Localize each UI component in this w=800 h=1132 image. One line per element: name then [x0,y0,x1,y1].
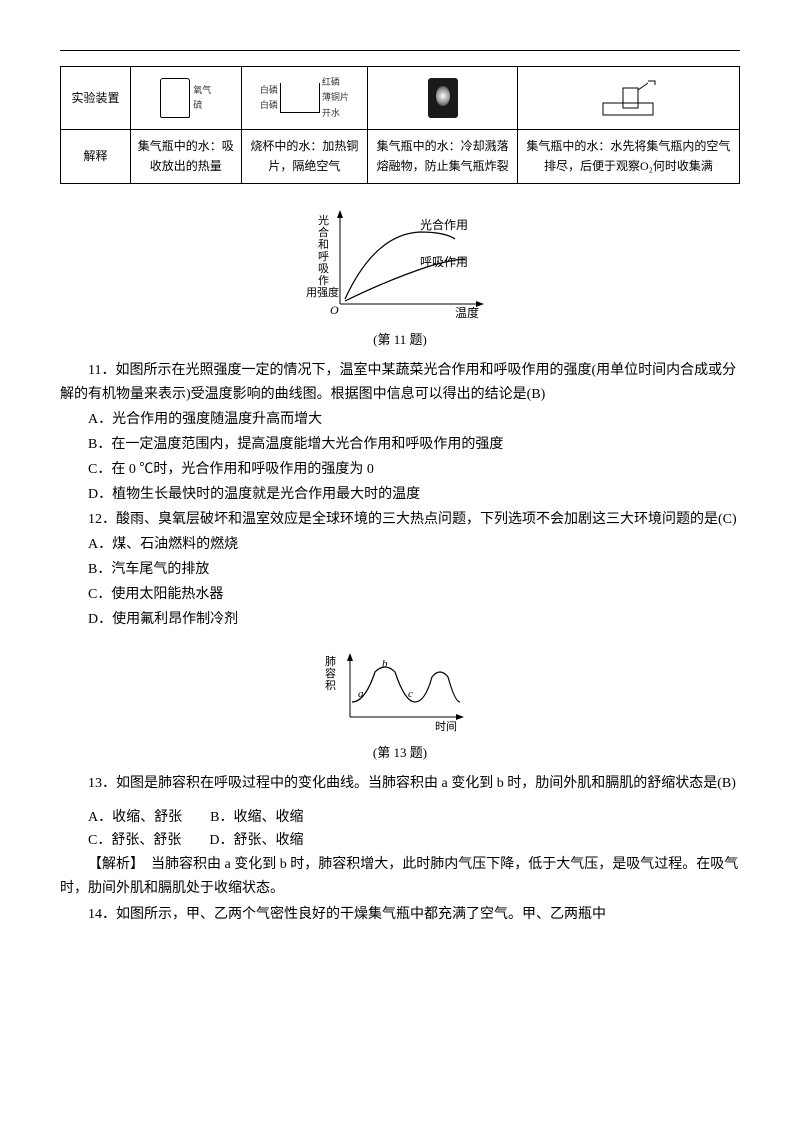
table-row-images: 实验装置 氧气 硫 白磷 白磷 红磷 薄铜片 开水 [61,67,740,130]
explain-cell-3: 集气瓶中的水：冷却溅落熔融物，防止集气瓶炸裂 [368,130,518,184]
table-row-explain: 解释 集气瓶中的水：吸收放出的热量 烧杯中的水：加热铜片，隔绝空气 集气瓶中的水… [61,130,740,184]
beaker-diagram: 白磷 白磷 红磷 薄铜片 开水 [246,73,364,123]
q11-opt-b: B．在一定温度范围内，提高温度能增大光合作用和呼吸作用的强度 [60,433,740,457]
device-cell-2: 白磷 白磷 红磷 薄铜片 开水 [241,67,368,130]
explain-cell-4: 集气瓶中的水：水先将集气瓶内的空气排尽，后便于观察O₂何时收集满 [517,130,739,184]
graph-13-svg: 肺 容 积 a b c 时间 [320,647,480,737]
water-collection-diagram [522,73,735,123]
label-white-p-bottom: 白磷 [260,100,278,110]
explain-cell-2: 烧杯中的水：加热铜片，隔绝空气 [241,130,368,184]
label-oxygen: 氧气 [193,85,211,95]
device-cell-1: 氧气 硫 [131,67,242,130]
origin-label: O [330,303,339,317]
q12-opt-b: B．汽车尾气的排放 [60,558,740,582]
device-cell-3 [368,67,518,130]
svg-text:合: 合 [318,225,329,239]
curve1-label: 光合作用 [420,217,468,232]
beaker-icon [280,83,320,113]
curve2-label: 呼吸作用 [420,255,468,269]
svg-text:容: 容 [325,666,336,680]
point-c: c [408,688,413,700]
q11-opt-a: A．光合作用的强度随温度升高而增大 [60,408,740,432]
point-b: b [382,658,388,670]
q11-stem: 11．如图所示在光照强度一定的情况下，温室中某蔬菜光合作用和呼吸作用的强度(用单… [60,359,740,407]
x-axis-label: 温度 [455,305,479,320]
x-axis-time: 时间 [435,720,457,733]
device-cell-4 [517,67,739,130]
q12-opt-d: D．使用氟利昂作制冷剂 [60,608,740,632]
q14-stem: 14．如图所示，甲、乙两个气密性良好的干燥集气瓶中都充满了空气。甲、乙两瓶中 [60,903,740,927]
graph-11-svg: 光 合 和 呼 吸 作 用强度 光合作用 呼吸作用 O 温度 [300,204,500,324]
q11-opt-c: C．在 0 ℃时，光合作用和呼吸作用的强度为 0 [60,458,740,482]
label-hotwater: 开水 [322,108,340,118]
collection-svg [593,78,663,118]
y-axis-label-1: 光 [318,213,329,227]
q12-opt-c: C．使用太阳能热水器 [60,583,740,607]
q12-opt-a: A．煤、石油燃料的燃烧 [60,533,740,557]
figure-11-caption: (第 11 题) [60,329,740,351]
label-sulfur: 硫 [193,100,202,110]
label-copper: 薄铜片 [322,92,349,102]
dark-jar-icon [428,78,458,118]
svg-text:吸: 吸 [318,263,329,275]
figure-13: 肺 容 积 a b c 时间 [60,647,740,737]
label-red-p: 红磷 [322,77,340,87]
experiment-table: 实验装置 氧气 硫 白磷 白磷 红磷 薄铜片 开水 [60,66,740,184]
figure-13-caption: (第 13 题) [60,742,740,764]
jar-icon [160,78,190,118]
label-white-p-top: 白磷 [260,85,278,95]
q13-analysis: 【解析】 当肺容积由 a 变化到 b 时，肺容积增大，此时肺内气压下降，低于大气… [60,853,740,901]
dark-jar-diagram [372,73,513,123]
svg-text:用强度: 用强度 [306,285,339,299]
row-label-explain: 解释 [61,130,131,184]
q13-opts-line1: A．收缩、舒张 B．收缩、收缩 [60,806,740,830]
jar-oxygen-sulfur-diagram: 氧气 硫 [135,73,237,123]
svg-text:积: 积 [325,679,336,692]
q11-opt-d: D．植物生长最快时的温度就是光合作用最大时的温度 [60,483,740,507]
svg-text:作: 作 [318,274,329,287]
q12-stem: 12．酸雨、臭氧层破坏和温室效应是全球环境的三大热点问题，下列选项不会加剧这三大… [60,508,740,532]
point-a: a [358,688,364,700]
svg-text:肺: 肺 [325,655,336,668]
row-label-device: 实验装置 [61,67,131,130]
page-top-rule [60,50,740,51]
figure-11: 光 合 和 呼 吸 作 用强度 光合作用 呼吸作用 O 温度 [60,204,740,324]
svg-text:呼: 呼 [318,250,329,263]
svg-text:和: 和 [318,238,329,251]
q13-stem: 13．如图是肺容积在呼吸过程中的变化曲线。当肺容积由 a 变化到 b 时，肋间外… [60,772,740,796]
q13-opts-line2: C．舒张、舒张 D．舒张、收缩 [60,829,740,853]
explain-cell-1: 集气瓶中的水：吸收放出的热量 [131,130,242,184]
